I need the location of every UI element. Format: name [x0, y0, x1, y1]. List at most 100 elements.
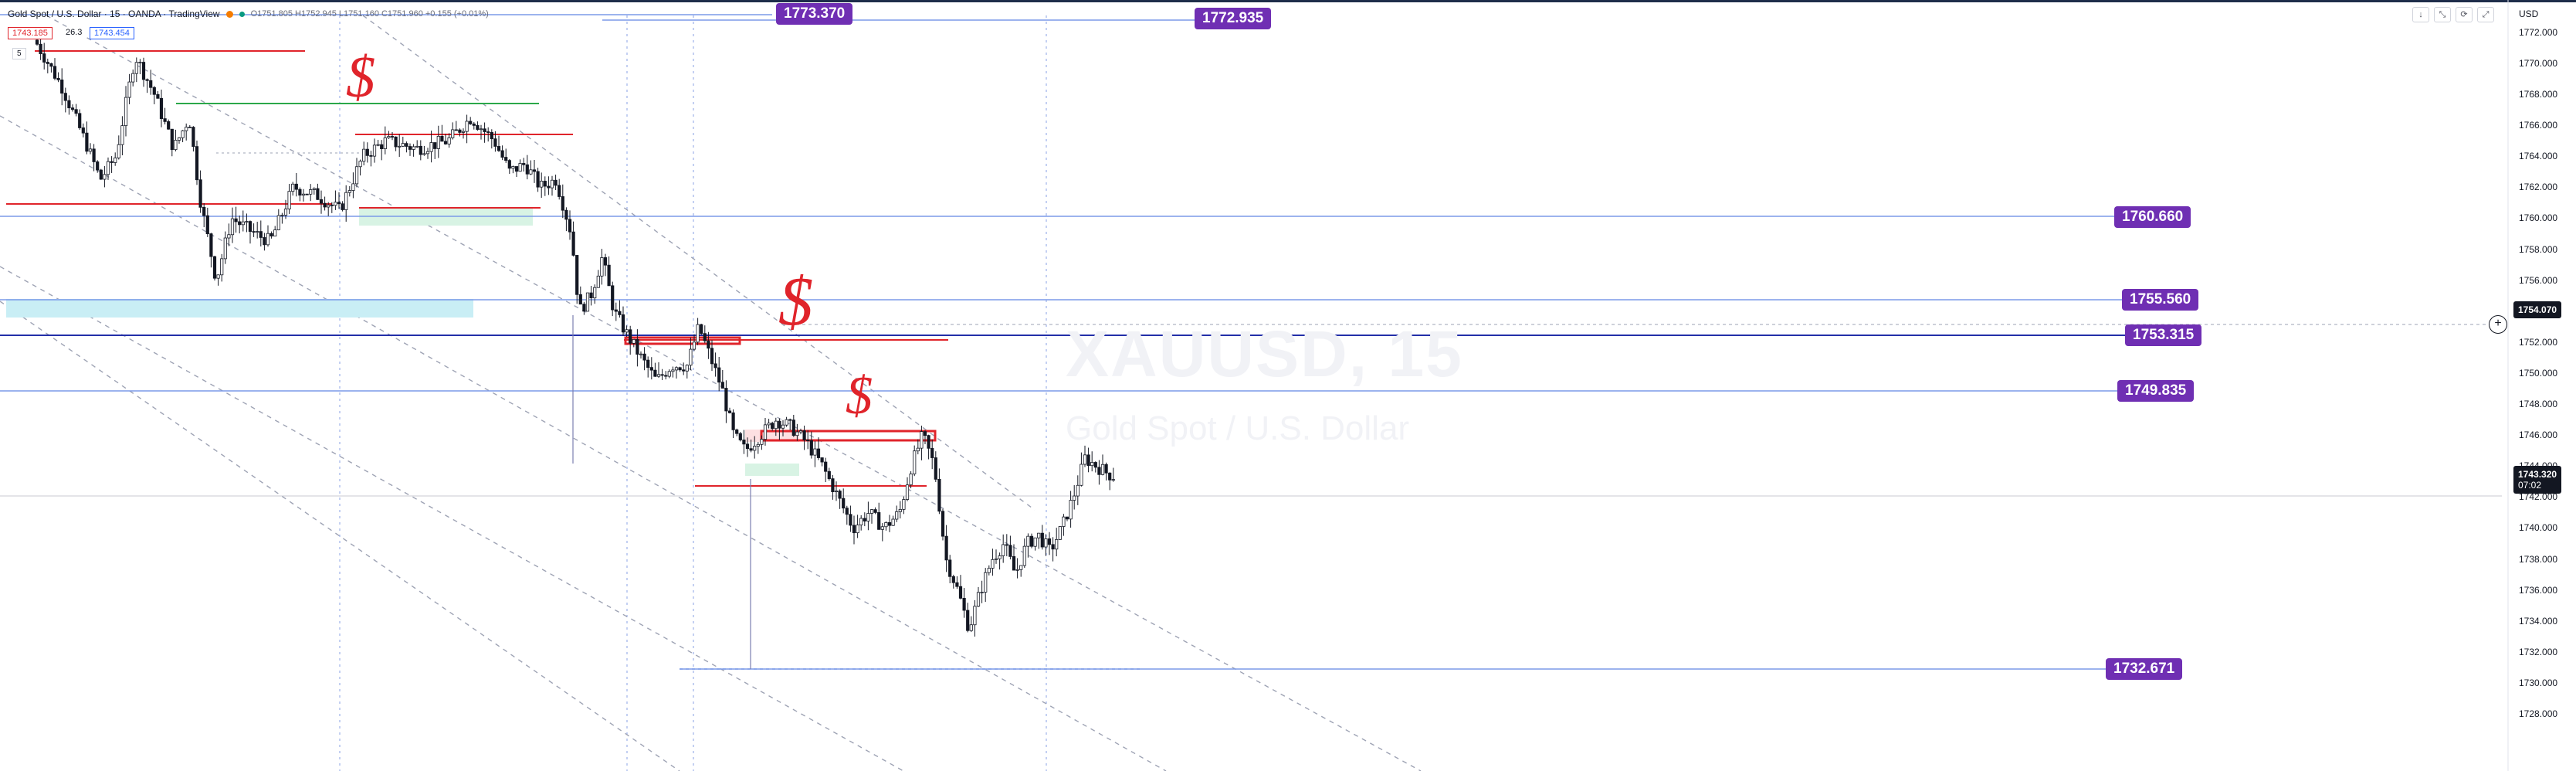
candle-body [987, 568, 991, 573]
candle-body [582, 304, 586, 312]
candle-body [856, 525, 859, 534]
horizontal-levels[interactable] [0, 216, 2124, 670]
candle-body [596, 275, 600, 288]
candle-body [973, 606, 977, 626]
candle-body [753, 446, 757, 451]
buy-button[interactable]: 1743.454 [90, 27, 134, 39]
price-tag-level-1[interactable]: 1760.660 [2114, 206, 2191, 228]
candle-body [451, 129, 455, 138]
green-zone[interactable] [359, 209, 533, 226]
candle-body [649, 367, 653, 371]
candle-body [362, 148, 366, 162]
candle-body [152, 87, 156, 95]
green-zone-2[interactable] [745, 464, 799, 476]
collapse-icon[interactable]: ⤡ [2434, 7, 2451, 22]
candle-body [241, 221, 245, 226]
candle-body [114, 157, 117, 163]
candle-body [522, 163, 526, 165]
red-box-1[interactable] [624, 336, 741, 345]
candle-body [944, 535, 948, 561]
candle-body [263, 237, 266, 246]
candle-body [294, 183, 298, 190]
candle-body [1044, 538, 1048, 548]
resistance-levels[interactable] [6, 50, 948, 487]
price-tag-top-left[interactable]: 1773.370 [776, 3, 853, 25]
candle-body [42, 53, 46, 63]
price-tag-level-5[interactable]: 1732.671 [2106, 658, 2183, 680]
candle-body [1111, 479, 1115, 481]
candle-body [372, 144, 377, 157]
current-price: 1743.320 [2518, 468, 2557, 480]
candle-body [323, 202, 327, 208]
candle-body [962, 597, 966, 611]
add-alert-icon[interactable]: + [2489, 315, 2507, 334]
candle-body [1033, 537, 1037, 547]
candle-body [813, 448, 817, 456]
candle-body [511, 166, 515, 169]
candle-body [674, 367, 679, 371]
sell-button[interactable]: 1743.185 [8, 27, 53, 39]
candle-body [866, 513, 870, 521]
candle-body [380, 144, 384, 149]
candle-body [913, 450, 917, 474]
candle-body [554, 179, 558, 186]
axis-tick-label: 1736.000 [2519, 584, 2558, 596]
scroll-down-icon[interactable]: ↓ [2412, 7, 2429, 22]
candle-body [504, 157, 508, 161]
currency-selector[interactable]: USD [2519, 8, 2539, 19]
candle-body [120, 125, 124, 145]
maximize-icon[interactable]: ⤢ [2477, 7, 2494, 22]
candle-body [337, 202, 341, 205]
symbol-title[interactable]: Gold Spot / U.S. Dollar · 15 · OANDA · T… [8, 8, 220, 19]
price-tag-level-2[interactable]: 1755.560 [2122, 289, 2199, 311]
candle-body [958, 586, 963, 599]
candle-body [497, 146, 501, 151]
candle-body [898, 508, 902, 512]
candle-body [618, 311, 622, 315]
measure-lines[interactable] [572, 315, 751, 669]
candle-body [735, 429, 739, 434]
candle-body [398, 145, 402, 148]
svg-text:$: $ [846, 366, 873, 426]
candle-body [443, 141, 448, 144]
candle-body [689, 348, 693, 366]
candle-body [806, 440, 810, 441]
spread-value: 26.3 [62, 27, 86, 38]
candle-body [639, 353, 643, 355]
candle-body [192, 127, 195, 148]
candle-body [966, 610, 970, 631]
candle-body [984, 572, 988, 593]
axis-tick-label: 1730.000 [2519, 677, 2558, 688]
descending-channel[interactable] [0, 15, 1422, 771]
candle-body [252, 231, 256, 233]
candle-body [1062, 516, 1066, 527]
refresh-icon[interactable]: ⟳ [2456, 7, 2473, 22]
candle-body [205, 215, 209, 235]
legend-header: Gold Spot / U.S. Dollar · 15 · OANDA · T… [8, 8, 489, 19]
candle-body [39, 43, 42, 55]
candlestick-series[interactable] [35, 32, 1115, 637]
price-tag-level-3[interactable]: 1753.315 [2125, 324, 2202, 346]
price-tag-top-right[interactable]: 1772.935 [1195, 8, 1272, 29]
candle-body [405, 143, 408, 147]
candle-body [195, 146, 199, 181]
crosshair-price: 1754.070 [2518, 304, 2557, 316]
axis-tick-label: 1752.000 [2519, 336, 2558, 348]
candle-body [493, 138, 497, 147]
candle-body [70, 107, 75, 110]
candle-body [436, 135, 440, 149]
candle-body [707, 340, 710, 349]
axis-tick-label: 1746.000 [2519, 430, 2558, 441]
candle-body [738, 433, 742, 440]
candle-body [611, 285, 615, 311]
demand-zone[interactable] [6, 299, 473, 318]
candle-body [671, 369, 675, 372]
interval-flag[interactable]: 5 [12, 48, 26, 59]
candle-body [653, 369, 657, 377]
candle-body [394, 136, 398, 148]
candle-body [163, 118, 167, 122]
price-tag-level-4[interactable]: 1749.835 [2117, 380, 2195, 402]
pink-zone[interactable] [745, 430, 799, 442]
candle-body [873, 509, 877, 513]
